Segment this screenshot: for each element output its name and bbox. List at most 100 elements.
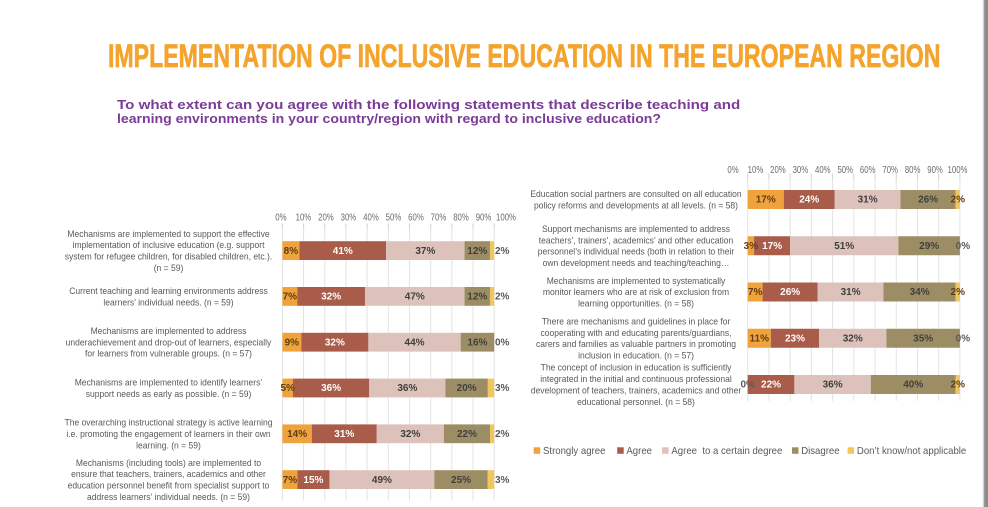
svg-text:32%: 32% [400, 429, 420, 440]
svg-text:24%: 24% [799, 195, 819, 206]
svg-text:Support mechanisms are impleme: Support mechanisms are implemented to ad… [542, 224, 731, 234]
svg-text:90%: 90% [927, 164, 943, 175]
svg-text:Agree to a certain degree: Agree to a certain degree [671, 446, 782, 457]
svg-text:31%: 31% [858, 195, 878, 206]
svg-text:10%: 10% [296, 212, 312, 223]
svg-text:Education social partners are: Education social partners are consulted … [530, 189, 742, 199]
svg-text:34%: 34% [910, 287, 930, 298]
svg-text:inclusion in education. (n = 5: inclusion in education. (n = 57) [578, 350, 694, 360]
svg-text:system for refugee children, f: system for refugee children, for disable… [65, 251, 273, 261]
svg-text:16%: 16% [467, 337, 487, 348]
svg-text:3%: 3% [744, 241, 759, 252]
svg-text:monitor learners who are at ri: monitor learners who are at risk of excl… [543, 287, 729, 297]
svg-text:0%: 0% [275, 212, 286, 223]
svg-text:(n = 59): (n = 59) [154, 263, 184, 273]
svg-text:15%: 15% [303, 475, 323, 486]
svg-text:44%: 44% [405, 337, 425, 348]
svg-text:70%: 70% [431, 212, 447, 223]
svg-text:22%: 22% [761, 380, 781, 391]
svg-text:learning opportunities. (n = 5: learning opportunities. (n = 58) [578, 298, 694, 308]
svg-text:31%: 31% [334, 429, 354, 440]
svg-text:education personnel benefit fr: education personnel benefit from special… [68, 480, 270, 490]
svg-text:learning. (n = 59): learning. (n = 59) [136, 440, 201, 450]
svg-text:Mechanisms are implemented to: Mechanisms are implemented to address [91, 326, 248, 336]
svg-text:integrated in the initial and: integrated in the initial and continuous… [540, 374, 732, 384]
svg-text:i.e. promoting the engagement: i.e. promoting the engagement of learner… [66, 429, 270, 439]
svg-text:36%: 36% [397, 383, 417, 394]
svg-text:12%: 12% [467, 246, 487, 257]
svg-text:31%: 31% [841, 287, 861, 298]
svg-text:0%: 0% [727, 164, 738, 175]
svg-text:educational personnel. (n = 5: educational personnel. (n = 58) [577, 397, 695, 407]
svg-text:2%: 2% [495, 429, 510, 440]
svg-text:32%: 32% [843, 333, 863, 344]
svg-text:7%: 7% [283, 292, 298, 303]
svg-text:Don’t know/not applicable: Don’t know/not applicable [857, 446, 967, 457]
svg-text:26%: 26% [918, 195, 938, 206]
svg-text:25%: 25% [451, 475, 471, 486]
svg-text:20%: 20% [457, 383, 477, 394]
svg-text:Disagree: Disagree [801, 446, 840, 457]
svg-text:20%: 20% [318, 212, 334, 223]
svg-text:cooperating with and educating: cooperating with and educating parents/g… [541, 328, 732, 338]
svg-text:7%: 7% [283, 475, 298, 486]
svg-text:100%: 100% [948, 164, 968, 175]
svg-text:3%: 3% [495, 475, 510, 486]
svg-text:17%: 17% [762, 241, 782, 252]
svg-text:49%: 49% [372, 475, 392, 486]
svg-text:90%: 90% [476, 212, 492, 223]
svg-text:26%: 26% [780, 287, 800, 298]
svg-text:0%: 0% [956, 241, 971, 252]
svg-text:0%: 0% [740, 380, 755, 391]
svg-text:32%: 32% [325, 337, 345, 348]
svg-text:Mechanisms are implemented to: Mechanisms are implemented to support th… [67, 229, 269, 239]
svg-text:The overarching instructional: The overarching instructional strategy i… [65, 418, 273, 428]
svg-text:5%: 5% [280, 383, 295, 394]
svg-text:40%: 40% [815, 164, 831, 175]
svg-text:Mechanisms (including tools) a: Mechanisms (including tools) are impleme… [76, 458, 261, 468]
svg-text:30%: 30% [341, 212, 357, 223]
svg-text:own development needs and teac: own development needs and teaching/teach… [543, 258, 730, 268]
svg-text:There are mechanisms and guide: There are mechanisms and guidelines in p… [542, 316, 731, 326]
svg-text:30%: 30% [793, 164, 809, 175]
svg-text:Mechanisms are implemented to: Mechanisms are implemented to identify l… [75, 377, 263, 387]
svg-text:14%: 14% [287, 429, 307, 440]
svg-text:support needs as early as poss: support needs as early as possible. (n =… [86, 389, 252, 399]
svg-text:47%: 47% [405, 292, 425, 303]
svg-text:70%: 70% [882, 164, 898, 175]
svg-text:32%: 32% [321, 292, 341, 303]
svg-text:80%: 80% [453, 212, 469, 223]
svg-text:0%: 0% [956, 333, 971, 344]
svg-text:for learners from vulnerable g: for learners from vulnerable groups. (n … [85, 349, 252, 359]
svg-text:80%: 80% [905, 164, 921, 175]
svg-text:36%: 36% [823, 380, 843, 391]
svg-text:10%: 10% [748, 164, 764, 175]
svg-text:11%: 11% [750, 333, 770, 344]
svg-text:17%: 17% [756, 195, 776, 206]
svg-text:37%: 37% [415, 246, 435, 257]
svg-text:23%: 23% [785, 333, 805, 344]
svg-text:3%: 3% [495, 383, 510, 394]
svg-text:Agree: Agree [626, 446, 652, 457]
svg-text:underachievement and drop-out: underachievement and drop-out of learner… [66, 337, 272, 347]
svg-text:40%: 40% [363, 212, 379, 223]
svg-text:implementation of inclusive ed: implementation of inclusive education (e… [73, 240, 265, 250]
svg-text:40%: 40% [903, 380, 923, 391]
svg-text:2%: 2% [495, 292, 510, 303]
svg-text:50%: 50% [386, 212, 402, 223]
svg-text:2%: 2% [951, 195, 966, 206]
svg-text:Mechanisms are implemented to: Mechanisms are implemented to systematic… [547, 276, 726, 286]
svg-text:ensure that teachers, trainers: ensure that teachers, trainers, academic… [71, 469, 266, 479]
svg-text:0%: 0% [495, 337, 510, 348]
svg-text:22%: 22% [457, 429, 477, 440]
svg-text:The concept of inclusion in ed: The concept of inclusion in education is… [541, 362, 732, 372]
svg-text:address learners’ individual n: address learners’ individual needs. (n =… [87, 492, 250, 502]
svg-text:2%: 2% [951, 380, 966, 391]
svg-text:36%: 36% [321, 383, 341, 394]
svg-text:29%: 29% [919, 241, 939, 252]
svg-text:2%: 2% [951, 287, 966, 298]
svg-text:7%: 7% [748, 287, 763, 298]
svg-text:100%: 100% [496, 212, 516, 223]
svg-text:Strongly agree: Strongly agree [543, 446, 606, 457]
svg-text:9%: 9% [285, 337, 300, 348]
